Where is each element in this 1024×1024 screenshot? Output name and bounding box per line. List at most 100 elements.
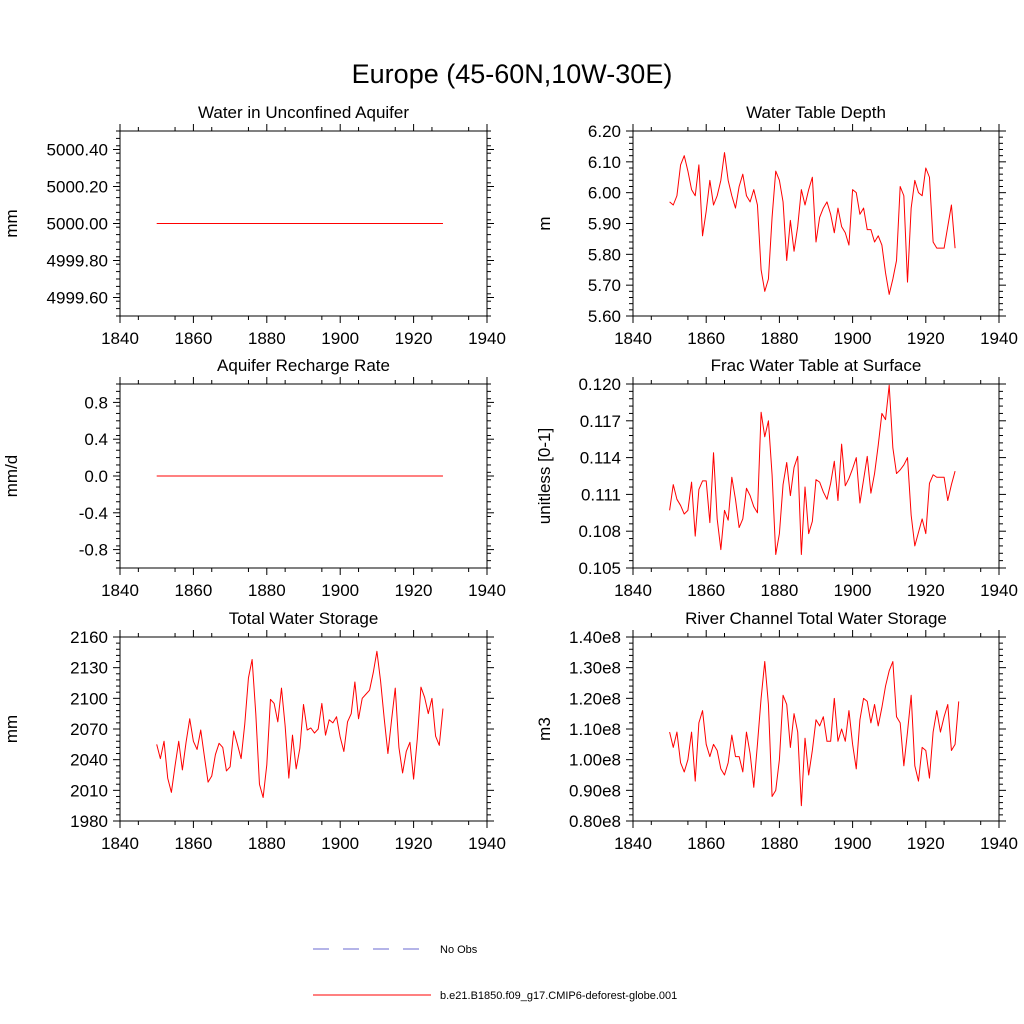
x-tick-label: 1840 bbox=[101, 834, 139, 853]
x-tick-label: 1920 bbox=[395, 581, 433, 600]
y-tick-label: 0.108 bbox=[578, 522, 621, 541]
y-tick-label: 0.114 bbox=[580, 449, 621, 468]
legend: No Obs b.e21.B1850.f09_g17.CMIP6-defores… bbox=[313, 944, 677, 1002]
x-tick-label: 1880 bbox=[760, 329, 798, 348]
x-tick-label: 1920 bbox=[907, 329, 945, 348]
x-tick-label: 1900 bbox=[321, 834, 359, 853]
y-tick-label: 6.10 bbox=[588, 153, 621, 172]
y-tick-label: 1.20e8 bbox=[569, 689, 621, 708]
x-tick-label: 1920 bbox=[395, 834, 433, 853]
x-tick-label: 1900 bbox=[834, 834, 872, 853]
y-tick-label: -0.8 bbox=[79, 541, 108, 560]
chart-panel-2: Water Table Depth m 1840 1860 1880 1900 1920 19… bbox=[535, 103, 1018, 348]
y-tick-label: 0.111 bbox=[581, 485, 621, 504]
x-tick-label: 1840 bbox=[101, 329, 139, 348]
y-tick-label: 5000.40 bbox=[47, 141, 108, 160]
x-tick-label: 1940 bbox=[468, 329, 506, 348]
x-tick-label: 1940 bbox=[980, 329, 1018, 348]
chart-title: Frac Water Table at Surface bbox=[711, 356, 922, 375]
x-tick-label: 1880 bbox=[248, 834, 286, 853]
y-tick-label: 5.70 bbox=[588, 276, 621, 295]
chart-title: Aquifer Recharge Rate bbox=[217, 356, 390, 375]
x-tick-label: 1900 bbox=[834, 581, 872, 600]
figure-title: Europe (45-60N,10W-30E) bbox=[352, 59, 673, 89]
y-tick-label: 2100 bbox=[70, 689, 108, 708]
y-axis-label: m3 bbox=[535, 717, 554, 741]
chart-panel-3: Aquifer Recharge Rate mm/d 1840 1860 1880 190… bbox=[2, 356, 506, 600]
y-tick-label: 0.120 bbox=[578, 375, 621, 394]
chart-panel-4: Frac Water Table at Surface unitless [0-1… bbox=[535, 356, 1018, 600]
y-tick-label: 2130 bbox=[70, 659, 108, 678]
y-tick-label: 0.8 bbox=[84, 393, 108, 412]
x-tick-label: 1880 bbox=[248, 329, 286, 348]
y-tick-label: 1.40e8 bbox=[569, 628, 621, 647]
x-tick-label: 1940 bbox=[468, 834, 506, 853]
y-axis-label: mm bbox=[2, 209, 21, 237]
x-tick-label: 1860 bbox=[687, 581, 725, 600]
y-tick-label: 2160 bbox=[70, 628, 108, 647]
y-axis-label: unitless [0-1] bbox=[535, 428, 554, 524]
y-tick-label: 1.00e8 bbox=[569, 751, 621, 770]
x-tick-label: 1880 bbox=[760, 834, 798, 853]
series-line bbox=[669, 661, 960, 807]
y-tick-label: 5.90 bbox=[588, 215, 621, 234]
legend-model-label: b.e21.B1850.f09_g17.CMIP6-deforest-globe… bbox=[440, 990, 677, 1002]
y-tick-label: 5000.00 bbox=[47, 215, 108, 234]
y-tick-label: 2040 bbox=[70, 751, 108, 770]
y-tick-label: 6.20 bbox=[588, 122, 621, 141]
y-tick-label: 0.117 bbox=[580, 412, 621, 431]
y-tick-label: 5.80 bbox=[588, 245, 621, 264]
x-tick-label: 1840 bbox=[614, 329, 652, 348]
x-tick-label: 1860 bbox=[174, 329, 212, 348]
series-line bbox=[156, 650, 444, 798]
x-tick-label: 1860 bbox=[174, 581, 212, 600]
chart-panel-6: River Channel Total Water Storage m3 1840 1… bbox=[535, 609, 1018, 853]
x-tick-label: 1920 bbox=[907, 834, 945, 853]
chart-panels: Water in Unconfined Aquifer mm 1840 1860 188… bbox=[2, 103, 1018, 853]
series-line bbox=[669, 384, 956, 556]
plot-frame bbox=[632, 383, 1000, 569]
y-tick-label: 0.80e8 bbox=[569, 812, 621, 831]
x-tick-label: 1920 bbox=[395, 329, 433, 348]
y-tick-label: 5000.20 bbox=[47, 178, 108, 197]
x-tick-label: 1840 bbox=[614, 834, 652, 853]
x-tick-label: 1880 bbox=[760, 581, 798, 600]
x-tick-label: 1940 bbox=[980, 834, 1018, 853]
x-tick-label: 1840 bbox=[101, 581, 139, 600]
y-tick-label: 2010 bbox=[70, 781, 108, 800]
x-tick-label: 1840 bbox=[614, 581, 652, 600]
y-tick-label: 0.105 bbox=[578, 559, 621, 578]
x-tick-label: 1860 bbox=[687, 329, 725, 348]
x-tick-label: 1880 bbox=[248, 581, 286, 600]
y-tick-label: 5.60 bbox=[588, 307, 621, 326]
y-tick-label: -0.4 bbox=[79, 504, 108, 523]
y-tick-label: 4999.60 bbox=[47, 289, 108, 308]
x-tick-label: 1860 bbox=[687, 834, 725, 853]
y-axis-label: m bbox=[535, 216, 554, 230]
x-tick-label: 1900 bbox=[321, 581, 359, 600]
plot-frame bbox=[632, 636, 1000, 822]
x-tick-label: 1900 bbox=[834, 329, 872, 348]
chart-title: Water in Unconfined Aquifer bbox=[198, 103, 409, 122]
y-tick-label: 6.00 bbox=[588, 184, 621, 203]
y-tick-label: 0.0 bbox=[84, 467, 108, 486]
y-tick-label: 1980 bbox=[70, 812, 108, 831]
chart-panel-1: Water in Unconfined Aquifer mm 1840 1860 188… bbox=[2, 103, 506, 348]
plot-frame bbox=[632, 130, 1000, 317]
plot-frame bbox=[119, 636, 488, 822]
x-tick-label: 1940 bbox=[468, 581, 506, 600]
chart-title: River Channel Total Water Storage bbox=[685, 609, 947, 628]
y-tick-label: 0.90e8 bbox=[569, 781, 621, 800]
y-axis-label: mm bbox=[2, 715, 21, 743]
legend-no-obs-label: No Obs bbox=[440, 944, 478, 956]
y-tick-label: 1.10e8 bbox=[569, 720, 621, 739]
chart-title: Total Water Storage bbox=[229, 609, 379, 628]
y-tick-label: 4999.80 bbox=[47, 252, 108, 271]
x-tick-label: 1940 bbox=[980, 581, 1018, 600]
y-tick-label: 0.4 bbox=[84, 430, 108, 449]
chart-title: Water Table Depth bbox=[746, 103, 886, 122]
y-tick-label: 1.30e8 bbox=[569, 659, 621, 678]
y-axis-label: mm/d bbox=[2, 455, 21, 498]
x-tick-label: 1920 bbox=[907, 581, 945, 600]
